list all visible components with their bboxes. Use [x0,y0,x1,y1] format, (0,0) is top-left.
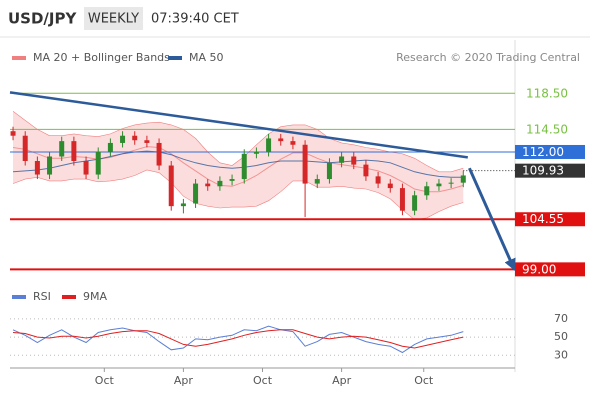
timeframe-box [84,7,143,30]
bollinger-band [13,111,464,220]
candle-body [10,131,16,136]
line [12,325,464,354]
candle-body [314,179,320,184]
candle-body [241,153,247,180]
candle-body [229,179,235,181]
level-label: 114.50 [526,122,568,136]
x-tick-label: Oct [414,374,434,387]
legend-swatch [12,56,26,60]
candle-body [156,142,162,166]
level-tag [515,262,585,277]
candle-body [180,203,186,207]
legend-swatch [12,295,26,299]
candle-body [278,138,284,142]
forecast-arrow [468,167,516,271]
candle-body [47,156,53,175]
candle-body [399,188,405,211]
candle-body [290,141,296,145]
level-label: 99.00 [522,262,556,276]
timeframe: WEEKLY [88,12,139,27]
candle-body [59,141,65,157]
candle-body [339,156,345,163]
candle-body [22,135,28,162]
candle-body [217,180,223,187]
x-tick-label: Apr [174,374,194,387]
candle-body [144,140,150,143]
candle-body [95,151,101,175]
x-tick-label: Oct [253,374,273,387]
candle-body [168,165,174,207]
y-tick-label: 70 [554,312,568,325]
legend-label: 9MA [83,290,107,303]
trendline [9,91,468,159]
candle-body [375,176,381,184]
candle-body [460,175,466,183]
level-tag [515,163,585,178]
candle-body [83,161,89,175]
level-tag [515,212,585,227]
y-tick-label: 50 [554,330,568,343]
line [12,329,464,349]
legend-swatch [62,295,76,299]
candle-body [34,161,40,175]
legend-label: MA 20 + Bollinger Bands [33,51,170,64]
symbol: USD/JPY [8,10,77,28]
candle-body [412,195,418,211]
candle-body [205,183,211,187]
candle-body [132,135,138,141]
y-tick-label: 30 [554,348,568,361]
x-tick-label: Oct [95,374,115,387]
candle-body [266,138,272,152]
candle-body [363,164,369,177]
ma-line [12,146,464,193]
candle-body [107,142,113,152]
candle-body [302,144,308,184]
candle-body [120,135,126,143]
legend-label: RSI [33,290,51,303]
level-label: 112.00 [522,145,564,159]
band-lower [12,169,464,221]
legend-swatch [168,56,182,60]
level-tag [515,144,585,159]
candle-body [387,183,393,189]
legend-label: MA 50 [189,51,224,64]
candle-body [193,183,199,204]
candle-body [71,141,77,162]
candle-body [253,151,259,154]
candle-body [436,183,442,187]
ma-line [12,150,464,178]
level-label: 118.50 [526,86,568,100]
source: Research © 2020 Trading Central [396,51,580,64]
level-label: 104.55 [522,212,564,226]
candle-body [424,186,430,196]
candle-body [448,182,454,184]
time: 07:39:40 CET [151,12,239,27]
candle-body [351,156,357,165]
x-tick-label: Apr [332,374,352,387]
candle-body [326,162,332,180]
level-label: 109.93 [522,164,564,178]
